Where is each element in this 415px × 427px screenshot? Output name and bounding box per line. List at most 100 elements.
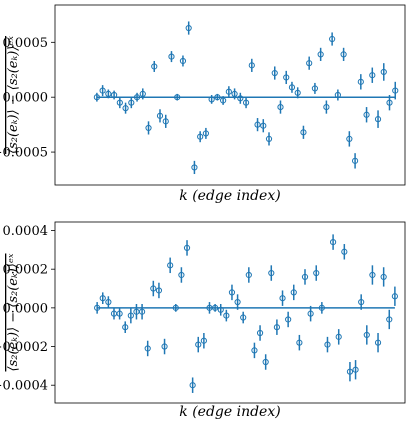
point: [256, 329, 264, 337]
point: [105, 298, 112, 306]
point: [242, 99, 250, 106]
point: [197, 133, 204, 140]
point: [237, 95, 244, 102]
y-tick-label: −0.0002: [0, 340, 48, 355]
point: [369, 271, 376, 279]
point: [220, 97, 227, 104]
point: [225, 88, 232, 95]
point: [127, 312, 134, 319]
point: [296, 339, 303, 346]
y-tick-label: −0.0005: [0, 146, 48, 161]
point: [285, 316, 292, 323]
point: [288, 84, 296, 91]
point: [128, 99, 135, 106]
point: [290, 289, 297, 296]
point: [313, 269, 320, 277]
point: [260, 122, 267, 129]
point: [191, 164, 198, 171]
point: [279, 295, 286, 302]
point: [329, 239, 337, 246]
point: [391, 293, 398, 300]
point: [358, 298, 365, 306]
point: [214, 94, 221, 101]
point: [161, 343, 168, 350]
point: [271, 69, 278, 77]
point: [99, 87, 106, 94]
point: [335, 333, 342, 340]
y-tick-label: 0.0005: [3, 36, 49, 51]
point: [346, 135, 353, 143]
point: [374, 339, 382, 346]
point: [273, 324, 281, 331]
point: [167, 262, 174, 269]
plot-frame: [54, 4, 406, 186]
point: [301, 273, 309, 281]
point: [374, 116, 382, 123]
point: [94, 304, 101, 311]
point: [386, 99, 393, 106]
point: [189, 382, 196, 389]
point: [329, 35, 336, 43]
point: [168, 53, 175, 60]
point: [268, 269, 275, 277]
point: [363, 111, 370, 118]
point: [133, 94, 141, 101]
point: [234, 298, 241, 306]
point: [200, 337, 207, 344]
point: [144, 345, 151, 352]
y-tick-label: 0.0000: [3, 301, 49, 316]
y-axis-label: ⟨s₂(eₖ)⟩ − ⟨s₂(eₖ)⟩ᵉˣ: [6, 36, 21, 154]
point: [277, 103, 284, 111]
point: [318, 304, 325, 311]
point: [122, 105, 129, 112]
point: [369, 72, 376, 79]
point: [195, 341, 202, 348]
y-tick-label: −0.0004: [0, 379, 48, 394]
point: [386, 316, 393, 323]
y-tick-label: 0.0002: [3, 263, 49, 278]
point: [340, 51, 347, 58]
point: [317, 51, 324, 58]
point: [334, 91, 341, 99]
point: [105, 90, 112, 98]
point: [162, 118, 169, 125]
point: [179, 57, 187, 65]
plot-frame: [54, 221, 406, 404]
point: [208, 96, 215, 103]
point: [99, 295, 106, 302]
point: [116, 99, 123, 106]
point: [145, 124, 152, 132]
point: [110, 91, 118, 99]
point: [138, 308, 146, 315]
point: [311, 85, 319, 92]
y-axis-label: ⟨s₂(eₖ)⟩ − ⟨s₂(eₖ)⟩ᵉˣ: [6, 253, 21, 371]
point: [283, 74, 290, 81]
point: [183, 244, 191, 252]
point: [150, 285, 157, 292]
y-tick-label: 0.0000: [3, 91, 49, 106]
point: [212, 304, 219, 311]
y-tick-label: 0.0004: [3, 224, 49, 239]
point: [351, 157, 359, 164]
point: [352, 366, 359, 373]
point: [251, 347, 258, 354]
point: [254, 121, 261, 128]
x-axis-label: k (edge index): [179, 188, 280, 204]
point: [174, 94, 181, 101]
point: [380, 273, 387, 281]
x-axis-label: k (edge index): [179, 404, 280, 420]
point: [178, 271, 185, 279]
point: [202, 130, 210, 137]
point: [341, 248, 348, 255]
point: [172, 304, 179, 311]
point: [245, 271, 252, 279]
point: [139, 90, 146, 98]
point: [307, 310, 314, 317]
point: [363, 331, 370, 339]
point: [231, 90, 238, 98]
point: [185, 24, 192, 32]
point: [228, 289, 236, 296]
point: [240, 314, 247, 321]
point: [346, 368, 354, 375]
